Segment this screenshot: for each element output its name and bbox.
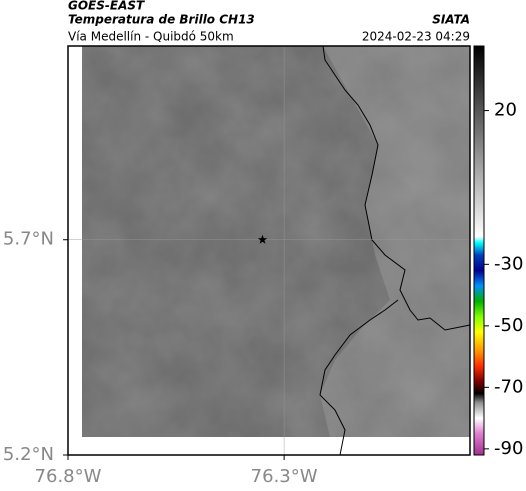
y-tick-label: 5.2°N bbox=[3, 444, 54, 465]
x-tick-label: 76.8°W bbox=[35, 466, 102, 487]
boundary bbox=[319, 299, 399, 456]
timestamp: 2024-02-23 04:29 bbox=[362, 30, 470, 44]
subtitle: Temperatura de Brillo CH13 bbox=[68, 13, 255, 27]
colorbar-tick-label: -30 bbox=[494, 253, 523, 274]
colorbar-tick-label: -50 bbox=[494, 315, 523, 336]
location-marker bbox=[257, 234, 268, 244]
source: SIATA bbox=[432, 13, 470, 27]
boundary bbox=[322, 45, 471, 331]
x-tick-label: 76.3°W bbox=[251, 466, 318, 487]
colorbar-tick-label: 20 bbox=[494, 100, 517, 121]
location: Vía Medellín - Quibdó 50km bbox=[68, 30, 234, 44]
cloud-texture bbox=[82, 46, 470, 437]
colorbar-tick-label: -90 bbox=[494, 438, 523, 459]
y-tick-label: 5.7°N bbox=[3, 229, 54, 250]
map-image bbox=[82, 45, 471, 456]
colorbar-tick-label: -70 bbox=[494, 376, 523, 397]
title: GOES-EAST bbox=[68, 0, 145, 13]
colorbar bbox=[473, 45, 485, 456]
map-frame bbox=[67, 45, 471, 456]
